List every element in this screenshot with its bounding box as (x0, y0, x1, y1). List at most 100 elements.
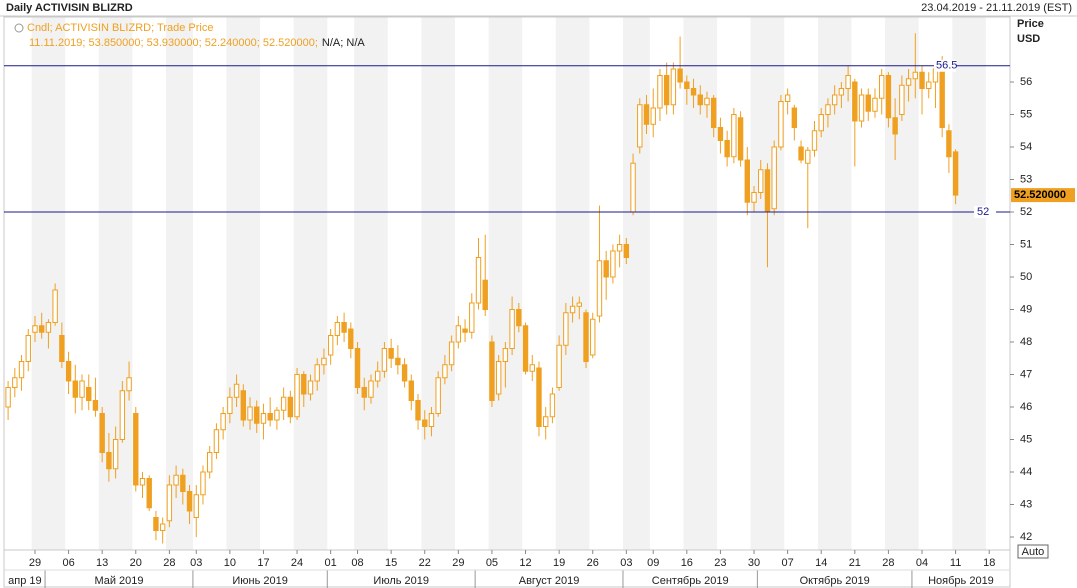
candle-body (25, 335, 31, 362)
week-band (488, 17, 523, 550)
week-band (31, 17, 66, 550)
candle-body (207, 452, 213, 473)
month-label: Май 2019 (94, 575, 143, 587)
legend-values: 11.11.2019; 53.850000; 53.930000; 52.240… (29, 37, 318, 49)
candle-body (321, 357, 327, 366)
auto-button-label: Auto (1022, 546, 1045, 558)
candle-body (509, 309, 515, 349)
candle-body (428, 413, 435, 427)
candle-body (549, 393, 556, 418)
y-tick-label: 52 (1020, 206, 1032, 218)
candle-body (939, 62, 945, 128)
candle-body (334, 322, 341, 336)
candle-body (623, 244, 630, 258)
candle-body (173, 474, 179, 486)
week-band (226, 17, 261, 550)
candle-body (704, 97, 710, 106)
x-tick-label: 05 (486, 557, 498, 569)
candle-body (744, 159, 750, 203)
candle-body (448, 341, 455, 366)
candle-body (596, 260, 603, 317)
candle-body (375, 370, 381, 382)
y-tick-label: 56 (1020, 76, 1032, 88)
candle-body (79, 380, 85, 398)
candle-body (86, 387, 92, 401)
candle-body (186, 491, 193, 512)
candle-body (159, 523, 166, 531)
candle-body (388, 348, 394, 359)
candle-body (469, 302, 475, 333)
candle-body (724, 140, 730, 158)
level-label-bg (934, 59, 956, 72)
week-band (293, 17, 328, 550)
candle-body (630, 162, 636, 213)
candle-body (805, 149, 811, 164)
candle-body (590, 318, 596, 356)
candle-body (166, 484, 173, 522)
candle-body (576, 302, 582, 307)
candle-body (126, 377, 132, 392)
candle-body (415, 400, 421, 421)
level-label-bg (974, 206, 996, 218)
candle-body (952, 151, 959, 196)
chart-title: Daily ACTIVISIN BLIZRD (6, 2, 133, 14)
x-tick-label: 11 (950, 557, 961, 569)
candle-body (838, 88, 845, 96)
x-tick-label: 28 (882, 557, 894, 569)
candle-body (798, 146, 804, 161)
week-band (622, 17, 650, 550)
x-tick-label: 04 (916, 557, 928, 569)
candle-body (657, 75, 663, 109)
candle-body (677, 68, 683, 83)
x-tick-label: 28 (163, 557, 175, 569)
candle-body (556, 344, 562, 388)
x-tick-label: 03 (190, 557, 202, 569)
candle-body (153, 517, 159, 531)
x-axis-area (3, 549, 1011, 588)
candle-body (381, 348, 388, 372)
month-label: Июль 2019 (373, 575, 429, 587)
last-price-box (1011, 188, 1075, 203)
candle-body (502, 348, 509, 362)
candle-body (65, 361, 72, 382)
candle-body (784, 94, 791, 102)
candle-body (220, 413, 226, 431)
candle-body (5, 387, 11, 408)
candle-body (146, 478, 152, 509)
candle-body (737, 117, 744, 161)
candle-body (361, 387, 367, 398)
candle-body (926, 81, 932, 89)
candle-body (348, 328, 354, 349)
legend-na: N/A; N/A (322, 37, 365, 49)
candle-body (879, 75, 885, 99)
candle-body (354, 348, 361, 388)
candle-body (872, 97, 878, 112)
candle-body (99, 413, 105, 453)
y-tick-label: 45 (1020, 433, 1032, 445)
y-tick-label: 50 (1020, 271, 1032, 283)
week-band (421, 17, 455, 550)
candle-body (529, 364, 535, 372)
candle-body (133, 413, 139, 486)
candle-body (227, 396, 233, 414)
x-tick-label: 19 (553, 557, 565, 569)
candle-body (260, 413, 267, 424)
y-tick-label: 53 (1020, 173, 1032, 185)
y-tick-label: 54 (1020, 141, 1032, 153)
candle-body (274, 409, 280, 421)
month-label: Сентябрь 2019 (652, 575, 729, 587)
candle-body (764, 169, 771, 213)
x-tick-label: 07 (781, 557, 793, 569)
x-tick-label: 23 (714, 557, 726, 569)
candle-body (72, 380, 78, 398)
candle-body (670, 68, 677, 106)
candle-body (697, 94, 703, 106)
candle-body (905, 78, 912, 86)
legend-icon (14, 23, 24, 33)
x-tick-label: 29 (452, 557, 464, 569)
candle-body (831, 94, 838, 106)
auto-button[interactable] (1017, 544, 1049, 559)
x-tick-label: 24 (291, 557, 303, 569)
candle-body (778, 101, 784, 148)
